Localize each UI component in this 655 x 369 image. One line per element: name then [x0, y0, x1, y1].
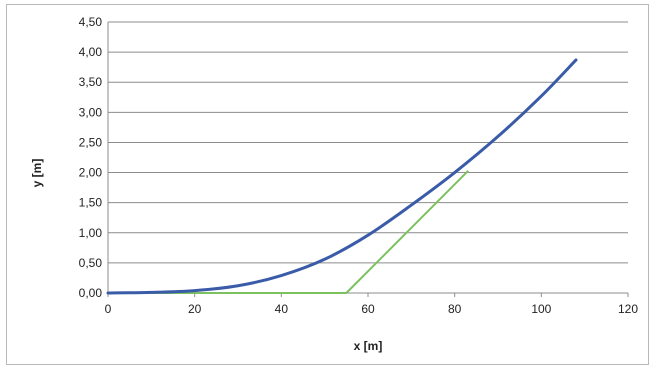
chart-frame: 0,00 0,50 1,00 1,50 2,00 2,50 3,00 3,50 4,00 4,50…	[6, 4, 649, 365]
x-tick-label: 80	[448, 302, 462, 316]
y-tick-label: 0,50	[79, 256, 103, 270]
y-tick-label: 2,00	[79, 166, 103, 180]
x-tick-label: 60	[361, 302, 375, 316]
x-axis-label: x [m]	[354, 339, 383, 353]
y-tick-label: 0,00	[79, 286, 103, 300]
y-tick-label: 4,00	[79, 45, 103, 59]
y-tick-label: 2,50	[79, 135, 103, 149]
y-tick-label: 3,50	[79, 75, 103, 89]
axes	[107, 22, 629, 297]
grid	[108, 21, 628, 264]
series-line-straight	[107, 170, 469, 294]
x-tick-label: 40	[275, 302, 289, 316]
x-tick-label: 100	[531, 302, 551, 316]
y-tick-label: 1,50	[79, 196, 103, 210]
series-group	[106, 58, 578, 295]
x-tick-label: 20	[188, 302, 202, 316]
x-tick-label: 120	[618, 302, 638, 316]
y-tick-label: 4,50	[79, 15, 103, 29]
y-tick-label: 1,00	[79, 226, 103, 240]
series-line-curve	[106, 58, 578, 295]
x-tick-labels: 0 20 40 60 80 100 120	[105, 302, 639, 316]
line-chart: 0,00 0,50 1,00 1,50 2,00 2,50 3,00 3,50 4,00 4,50…	[30, 15, 639, 353]
y-tick-labels: 0,00 0,50 1,00 1,50 2,00 2,50 3,00 3,50 4,00 4,50	[79, 15, 103, 300]
y-tick-label: 3,00	[79, 105, 103, 119]
y-axis-label: y [m]	[30, 159, 44, 188]
x-tick-label: 0	[105, 302, 112, 316]
